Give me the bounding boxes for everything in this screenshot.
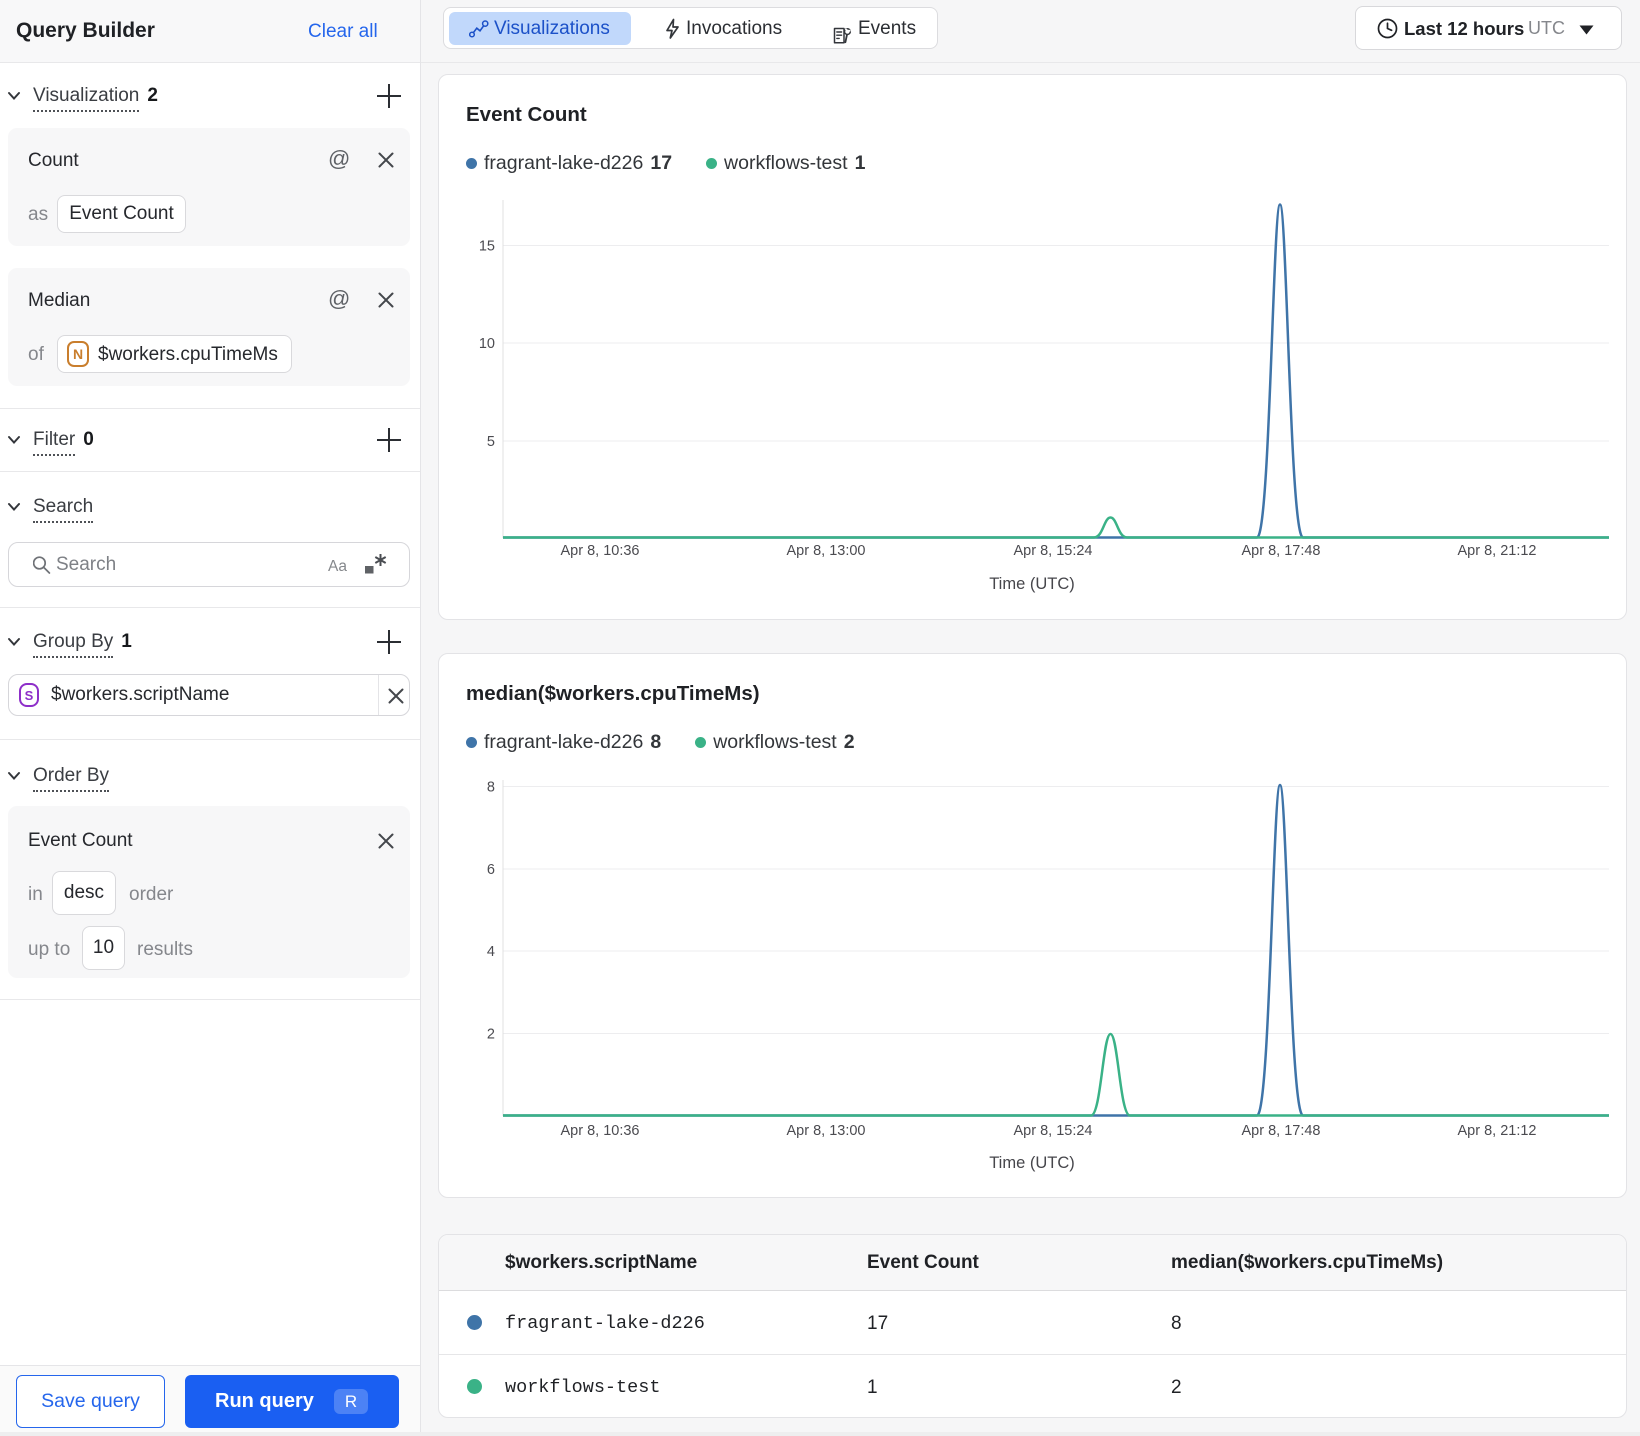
svg-text:15: 15 — [479, 239, 495, 255]
svg-text:Time (UTC): Time (UTC) — [989, 575, 1075, 593]
svg-text:Apr 8, 10:36: Apr 8, 10:36 — [561, 1123, 640, 1139]
svg-text:Time (UTC): Time (UTC) — [989, 1154, 1075, 1172]
svg-text:Apr 8, 17:48: Apr 8, 17:48 — [1242, 1123, 1321, 1139]
svg-text:Apr 8, 17:48: Apr 8, 17:48 — [1242, 543, 1321, 559]
svg-text:Apr 8, 13:00: Apr 8, 13:00 — [787, 543, 866, 559]
svg-text:Apr 8, 15:24: Apr 8, 15:24 — [1014, 1123, 1093, 1139]
svg-text:Apr 8, 10:36: Apr 8, 10:36 — [561, 543, 640, 559]
svg-text:5: 5 — [487, 434, 495, 450]
svg-text:4: 4 — [487, 944, 495, 960]
svg-text:Apr 8, 21:12: Apr 8, 21:12 — [1458, 1123, 1537, 1139]
svg-text:Apr 8, 13:00: Apr 8, 13:00 — [787, 1123, 866, 1139]
svg-text:8: 8 — [487, 780, 495, 796]
svg-text:10: 10 — [479, 336, 495, 352]
svg-text:2: 2 — [487, 1027, 495, 1043]
svg-text:6: 6 — [487, 862, 495, 878]
svg-text:Apr 8, 21:12: Apr 8, 21:12 — [1458, 543, 1537, 559]
svg-text:Apr 8, 15:24: Apr 8, 15:24 — [1014, 543, 1093, 559]
